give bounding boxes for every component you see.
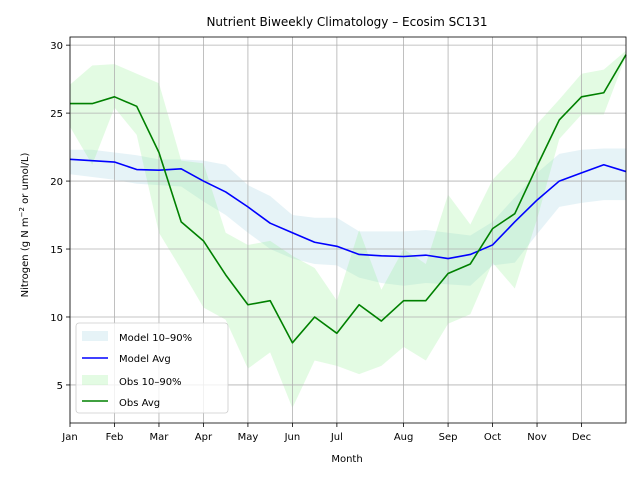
grid [69, 37, 626, 423]
x-axis-title: Month [331, 454, 362, 465]
y-tick-label: 25 [50, 109, 63, 120]
x-tick-label: Aug [394, 432, 414, 443]
x-tick-label: Dec [572, 432, 591, 443]
y-tick-label: 10 [50, 313, 63, 324]
y-axis-title-prefix: Nitrogen (g N m [20, 217, 31, 297]
legend-swatch-obs-band [82, 375, 108, 385]
legend: Model 10–90% Model Avg Obs 10–90% Obs Av… [75, 322, 229, 414]
model-band [70, 148, 626, 286]
y-tick-label: 30 [50, 41, 63, 52]
model-avg-line [69, 158, 627, 260]
x-tick-label: Jul [330, 432, 343, 443]
y-tick-label: 5 [57, 381, 63, 392]
x-axis-ticks: Jan Feb Mar Apr May Jun Jul Aug Sep Oct Nov Dec [61, 423, 591, 443]
x-tick-label: Nov [527, 432, 547, 443]
x-tick-label: Sep [439, 432, 458, 443]
x-tick-label: Feb [106, 432, 124, 443]
legend-label-obs-avg: Obs Avg [119, 398, 160, 409]
bands [70, 50, 626, 409]
y-axis-title: Nitrogen (g N m−2 or umol/L) [18, 153, 31, 298]
y-axis-title-exponent: −2 [18, 207, 26, 217]
series-lines [69, 54, 627, 344]
legend-label-model-avg: Model Avg [119, 354, 171, 365]
y-axis-title-suffix: or umol/L) [20, 153, 31, 208]
y-tick-label: 15 [50, 245, 63, 256]
chart-title: Nutrient Biweekly Climatology – Ecosim S… [206, 15, 487, 29]
obs-band [70, 50, 626, 409]
legend-label-model-band: Model 10–90% [119, 333, 192, 344]
y-tick-label: 20 [50, 177, 63, 188]
obs-avg-line [70, 54, 627, 344]
x-tick-label: May [238, 432, 259, 443]
x-tick-label: Mar [150, 432, 170, 443]
legend-label-obs-band: Obs 10–90% [119, 377, 182, 388]
legend-swatch-model-band [82, 331, 108, 341]
x-tick-label: Oct [484, 432, 501, 443]
x-tick-label: Apr [195, 432, 213, 443]
legend-frame [75, 322, 229, 414]
x-tick-label: Jun [284, 432, 301, 443]
x-tick-label: Jan [61, 432, 77, 443]
plot-frame [69, 36, 627, 424]
y-axis-ticks: 5 10 15 20 25 30 [50, 41, 70, 392]
